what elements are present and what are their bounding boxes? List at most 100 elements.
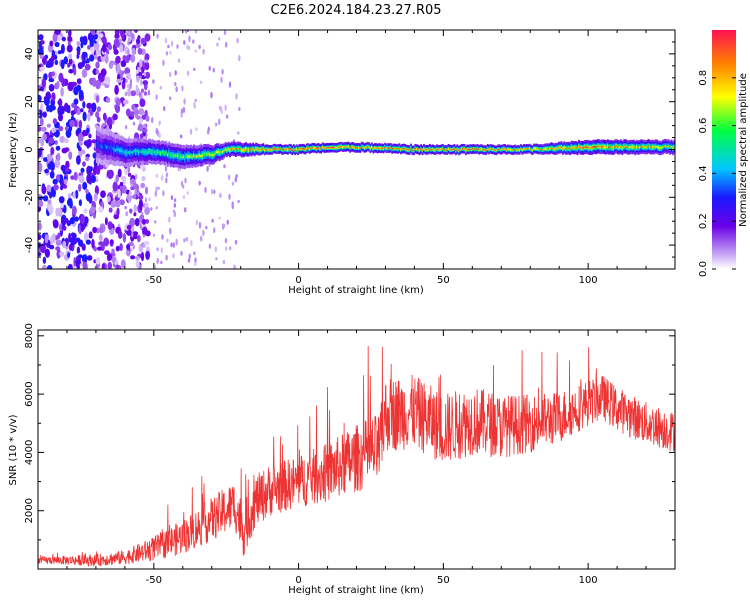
heatmap-speckle (187, 258, 191, 263)
heatmap-cell (163, 152, 166, 155)
heatmap-cell (475, 148, 478, 150)
heatmap-cell (246, 149, 249, 151)
heatmap-speckle (176, 44, 179, 49)
heatmap-cell (650, 146, 653, 149)
heatmap-speckle (199, 80, 203, 85)
heatmap-speckle (67, 263, 73, 269)
heatmap-cell (621, 147, 624, 149)
heatmap-cell (166, 153, 169, 157)
heatmap-cell (554, 148, 557, 150)
heatmap-speckle (231, 181, 235, 186)
heatmap-speckle (119, 181, 124, 187)
heatmap-cell (604, 146, 606, 148)
heatmap-cell (622, 145, 625, 148)
heatmap-speckle (76, 155, 81, 165)
y-tick-label: -40 (24, 237, 35, 253)
heatmap-cell (258, 149, 260, 151)
heatmap-speckle (49, 40, 54, 47)
snr-series-line (38, 345, 675, 567)
heatmap-cell (136, 149, 139, 153)
heatmap-cell (634, 147, 637, 149)
heatmap-speckle (155, 127, 158, 135)
heatmap-cell (430, 149, 433, 151)
heatmap-cell (469, 148, 472, 150)
heatmap-speckle (126, 32, 129, 36)
heatmap-cell (350, 146, 353, 148)
y-tick-label: 4000 (24, 440, 35, 465)
heatmap-speckle (80, 222, 85, 233)
heatmap-speckle (78, 175, 85, 184)
heatmap-cell (618, 146, 621, 149)
heatmap-cell (203, 153, 205, 156)
heatmap-speckle (194, 98, 197, 103)
heatmap-speckle (127, 30, 131, 33)
heatmap-speckle (198, 221, 202, 229)
heatmap-speckle (126, 249, 130, 254)
heatmap-speckle (66, 44, 73, 53)
heatmap-speckle (222, 259, 226, 265)
heatmap-cell (648, 146, 651, 148)
heatmap-speckle (98, 241, 105, 246)
heatmap-cell (631, 146, 634, 148)
heatmap-speckle (91, 238, 95, 249)
heatmap-speckle (212, 67, 215, 73)
heatmap-cell (414, 148, 417, 150)
heatmap-cell (208, 153, 211, 156)
heatmap-speckle (150, 207, 153, 211)
heatmap-speckle (59, 251, 65, 257)
heatmap-cell (234, 149, 237, 151)
heatmap-cell (583, 146, 586, 148)
heatmap-cell (619, 145, 622, 148)
heatmap-speckle (53, 184, 59, 191)
heatmap-cell (184, 156, 187, 159)
heatmap-speckle (173, 198, 177, 203)
heatmap-cell (504, 148, 507, 150)
heatmap-cell (495, 149, 498, 151)
heatmap-speckle (129, 78, 133, 86)
heatmap-cell (534, 148, 537, 150)
heatmap-cell (119, 149, 121, 153)
heatmap-cell (441, 148, 444, 150)
heatmap-cell (579, 147, 582, 149)
heatmap-speckle (64, 126, 69, 131)
heatmap-cell (347, 146, 350, 148)
heatmap-speckle (231, 203, 234, 210)
heatmap-speckle (55, 145, 61, 151)
heatmap-speckle (195, 127, 198, 131)
heatmap-speckle (144, 203, 147, 209)
heatmap-speckle (122, 99, 129, 105)
heatmap-cell (145, 150, 147, 154)
heatmap-cell (194, 155, 197, 158)
heatmap-speckle (115, 245, 120, 252)
heatmap-speckle (130, 255, 136, 260)
heatmap-speckle (194, 262, 197, 266)
heatmap-speckle (135, 259, 140, 268)
heatmap-speckle (113, 38, 120, 46)
heatmap-speckle (162, 59, 165, 66)
heatmap-speckle (56, 249, 61, 259)
spectrogram-y-label: Frequency (Hz) (8, 112, 19, 188)
heatmap-speckle (83, 232, 89, 242)
heatmap-cell (520, 148, 522, 150)
heatmap-speckle (141, 67, 145, 74)
heatmap-speckle (115, 98, 121, 106)
heatmap-cell (627, 146, 630, 149)
heatmap-speckle (193, 102, 196, 107)
heatmap-cell (359, 147, 362, 149)
heatmap-cell (289, 148, 292, 150)
heatmap-cell (381, 147, 383, 149)
heatmap-cell (255, 148, 258, 150)
heatmap-cell (187, 155, 189, 158)
heatmap-speckle (141, 211, 144, 215)
heatmap-cell (295, 148, 298, 150)
heatmap-speckle (52, 178, 58, 185)
heatmap-speckle (54, 59, 59, 66)
heatmap-cell (612, 146, 615, 149)
heatmap-speckle (115, 55, 121, 64)
heatmap-cell (318, 148, 321, 150)
heatmap-cell (100, 144, 103, 149)
heatmap-cell (494, 149, 496, 151)
heatmap-speckle (95, 79, 101, 90)
heatmap-cell (331, 147, 334, 149)
chart-title: C2E6.2024.184.23.27.R05 (270, 3, 441, 18)
